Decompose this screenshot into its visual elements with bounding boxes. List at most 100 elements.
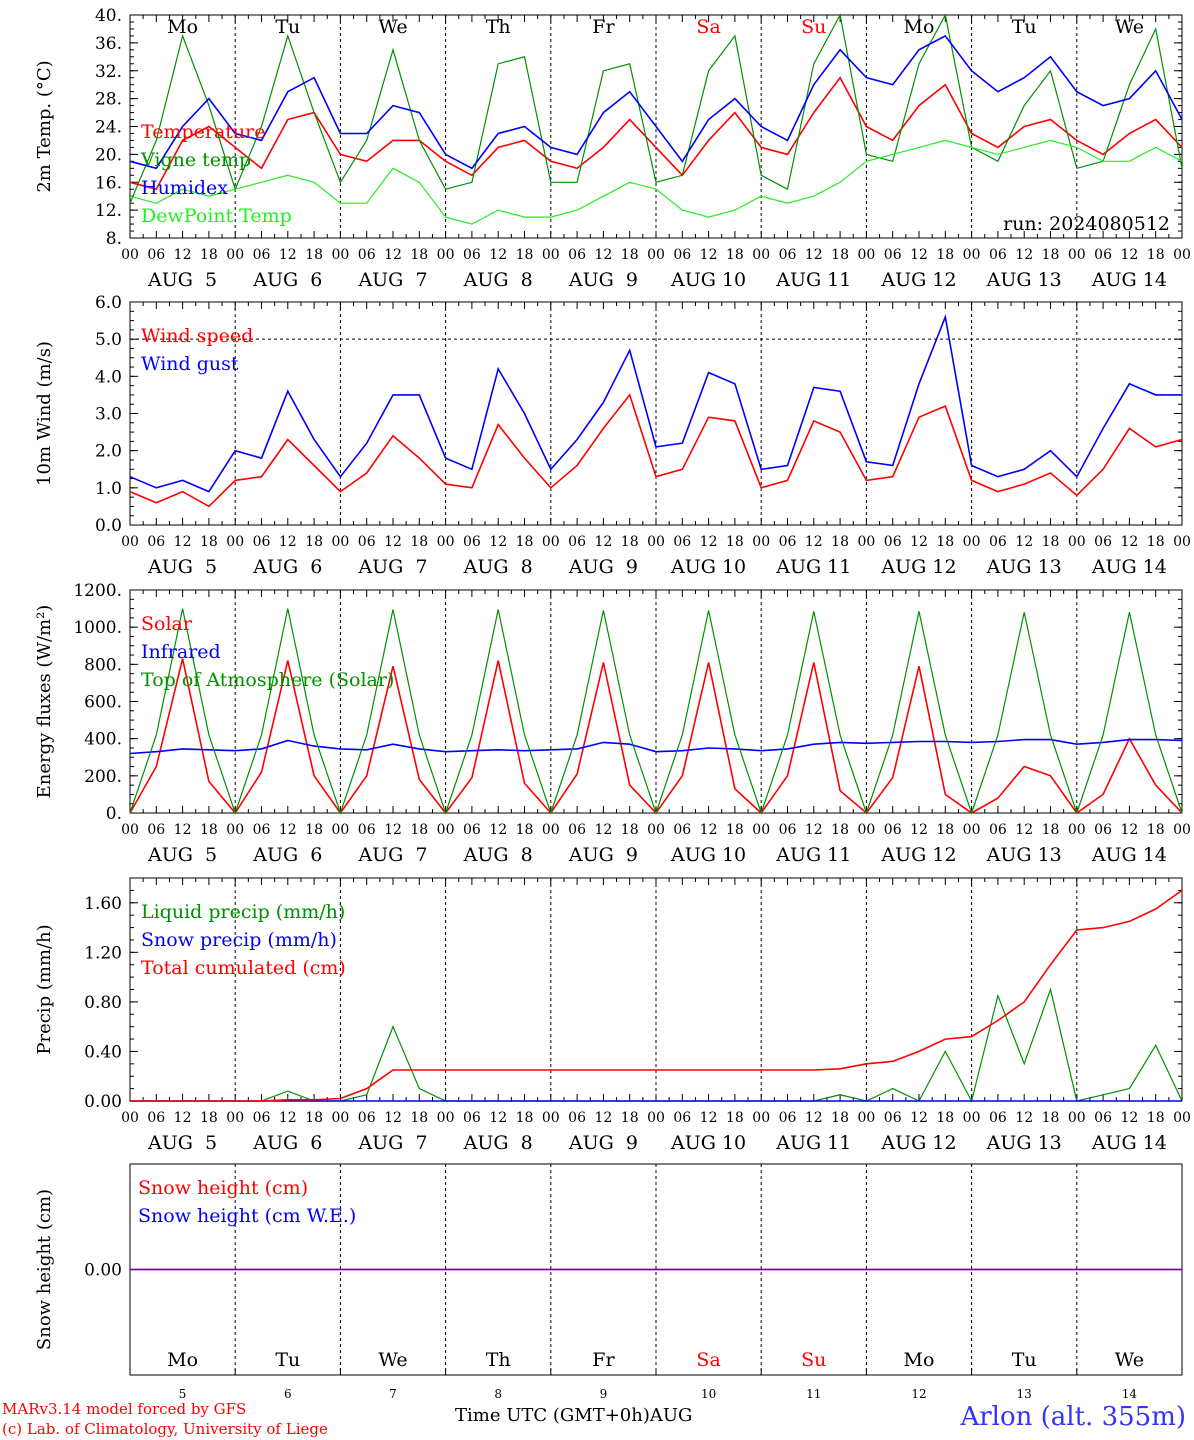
- panel-frame-1: [129, 301, 1183, 526]
- hour-tick-label: 12: [384, 534, 402, 550]
- hour-tick-label: 06: [779, 822, 797, 838]
- date-label: AUG 13: [986, 556, 1062, 578]
- date-label: AUG 11: [775, 269, 851, 291]
- hour-tick-label: 06: [463, 247, 481, 263]
- hour-tick-label: 18: [1147, 1110, 1165, 1126]
- hour-tick-label: 12: [384, 247, 402, 263]
- lab-credit: (c) Lab. of Climatology, University of L…: [2, 1420, 328, 1438]
- day-label-bottom: Tu: [275, 1349, 300, 1371]
- hour-tick-label: 06: [884, 534, 902, 550]
- date-label: AUG 10: [670, 269, 746, 291]
- model-credit: MARv3.14 model forced by GFS: [2, 1400, 247, 1418]
- hour-tick-label: 06: [884, 247, 902, 263]
- hour-tick-label: 00: [121, 822, 139, 838]
- hour-tick-label: 00: [1173, 822, 1191, 838]
- hour-tick-label: 18: [726, 1110, 744, 1126]
- hour-tick-label: 18: [200, 822, 218, 838]
- hour-tick-label: 06: [884, 822, 902, 838]
- hour-tick-label: 06: [147, 534, 165, 550]
- hour-tick-label: 12: [700, 534, 718, 550]
- hour-tick-label: 12: [700, 247, 718, 263]
- hour-tick-label: 18: [410, 822, 428, 838]
- date-label: AUG 14: [1091, 556, 1167, 578]
- date-label: AUG 7: [357, 1132, 427, 1154]
- hour-tick-label: 12: [910, 822, 928, 838]
- hour-tick-label: 18: [1042, 247, 1060, 263]
- hour-tick-label: 06: [568, 822, 586, 838]
- legend-entry: Total cumulated (cm): [141, 957, 346, 979]
- hour-tick-label: 18: [516, 1110, 534, 1126]
- day-label-top: Th: [486, 16, 511, 38]
- legend-entry: Vigne temp: [140, 149, 251, 171]
- hour-tick-label: 12: [805, 1110, 823, 1126]
- hour-tick-label: 00: [331, 534, 349, 550]
- date-label: AUG 8: [463, 1132, 533, 1154]
- hour-tick-label: 18: [410, 534, 428, 550]
- date-label: AUG 5: [147, 556, 217, 578]
- hour-tick-label: 12: [910, 1110, 928, 1126]
- hour-tick-label: 00: [331, 247, 349, 263]
- hour-tick-label: 18: [621, 1110, 639, 1126]
- series-line-blue: [129, 34, 1183, 170]
- day-label-bottom: Fr: [592, 1349, 615, 1371]
- date-label: AUG 12: [880, 844, 956, 866]
- hour-tick-label: 18: [726, 534, 744, 550]
- legend-entry: Wind speed: [141, 325, 253, 347]
- hour-tick-label: 00: [542, 247, 560, 263]
- date-label: AUG 6: [252, 269, 322, 291]
- day-label-bottom: Th: [486, 1349, 511, 1371]
- day-label-top: Su: [801, 16, 826, 38]
- hour-tick-label: 00: [226, 1110, 244, 1126]
- hour-tick-label: 00: [331, 1110, 349, 1126]
- legend-entry: DewPoint Temp: [141, 205, 292, 227]
- y-tick-label: 200.: [84, 767, 122, 787]
- hour-tick-label: 00: [1173, 534, 1191, 550]
- bottom-day-number: 8: [494, 1387, 502, 1401]
- hour-tick-label: 12: [384, 822, 402, 838]
- y-tick-label: 0.80: [84, 993, 122, 1013]
- legend-entry: Snow height (cm): [138, 1177, 308, 1199]
- hour-tick-label: 00: [437, 822, 455, 838]
- series-line-green: [129, 608, 1183, 815]
- hour-tick-label: 06: [253, 822, 271, 838]
- legend-entry: Top of Atmosphere (Solar): [141, 669, 394, 691]
- bottom-day-number: 5: [179, 1387, 187, 1401]
- date-label: AUG 5: [147, 269, 217, 291]
- date-label: AUG 12: [880, 1132, 956, 1154]
- hour-tick-label: 06: [673, 1110, 691, 1126]
- hour-tick-label: 18: [305, 1110, 323, 1126]
- time-axis-label: Time UTC (GMT+0h)AUG: [455, 1405, 693, 1426]
- hour-tick-label: 06: [358, 822, 376, 838]
- bottom-day-number: 11: [806, 1387, 821, 1401]
- hour-tick-label: 18: [1147, 822, 1165, 838]
- hour-tick-label: 00: [331, 822, 349, 838]
- day-label-bottom: Mo: [904, 1349, 935, 1371]
- hour-tick-label: 06: [253, 534, 271, 550]
- hour-tick-label: 12: [489, 1110, 507, 1126]
- date-label: AUG 11: [775, 556, 851, 578]
- hour-tick-label: 18: [831, 1110, 849, 1126]
- hour-tick-label: 06: [463, 1110, 481, 1126]
- hour-tick-label: 18: [1147, 247, 1165, 263]
- hour-tick-label: 00: [437, 534, 455, 550]
- hour-tick-label: 06: [358, 1110, 376, 1126]
- hour-tick-label: 18: [200, 1110, 218, 1126]
- hour-tick-label: 12: [594, 1110, 612, 1126]
- y-axis-label: 2m Temp. (°C): [34, 60, 55, 192]
- hour-tick-label: 12: [1120, 1110, 1138, 1126]
- hour-tick-label: 06: [253, 1110, 271, 1126]
- bottom-day-number: 10: [701, 1387, 716, 1401]
- bottom-day-number: 12: [911, 1387, 926, 1401]
- date-label: AUG 7: [357, 556, 427, 578]
- hour-tick-label: 18: [936, 822, 954, 838]
- hour-tick-label: 12: [1015, 822, 1033, 838]
- hour-tick-label: 18: [726, 247, 744, 263]
- hour-tick-label: 00: [1068, 534, 1086, 550]
- run-annotation: run: 2024080512: [1003, 213, 1170, 235]
- date-label: AUG 14: [1091, 269, 1167, 291]
- panel-frame-2: [129, 589, 1183, 814]
- series-line-blue: [129, 313, 1182, 493]
- hour-tick-label: 00: [437, 247, 455, 263]
- hour-tick-label: 00: [963, 247, 981, 263]
